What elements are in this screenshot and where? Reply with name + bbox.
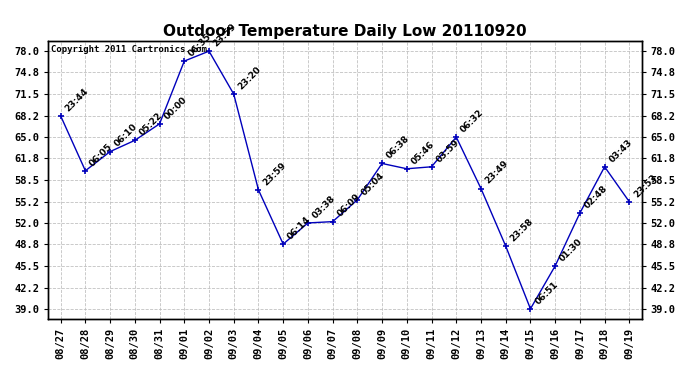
Text: 02:48: 02:48 bbox=[582, 184, 609, 210]
Text: 01:30: 01:30 bbox=[558, 237, 584, 263]
Text: 23:53: 23:53 bbox=[632, 172, 659, 199]
Text: 06:35: 06:35 bbox=[187, 32, 214, 58]
Text: 05:22: 05:22 bbox=[137, 111, 164, 138]
Text: 23:59: 23:59 bbox=[212, 22, 239, 48]
Text: Copyright 2011 Cartronics.com: Copyright 2011 Cartronics.com bbox=[51, 45, 207, 54]
Text: 23:58: 23:58 bbox=[509, 217, 535, 243]
Title: Outdoor Temperature Daily Low 20110920: Outdoor Temperature Daily Low 20110920 bbox=[164, 24, 526, 39]
Text: 06:10: 06:10 bbox=[113, 122, 139, 149]
Text: 23:49: 23:49 bbox=[484, 159, 511, 186]
Text: 06:14: 06:14 bbox=[286, 215, 313, 241]
Text: 23:44: 23:44 bbox=[63, 86, 90, 113]
Text: 03:38: 03:38 bbox=[310, 194, 337, 220]
Text: 03:59: 03:59 bbox=[434, 137, 461, 164]
Text: 06:38: 06:38 bbox=[385, 134, 411, 161]
Text: 23:20: 23:20 bbox=[237, 65, 263, 92]
Text: 05:46: 05:46 bbox=[410, 140, 436, 166]
Text: 03:43: 03:43 bbox=[607, 137, 634, 164]
Text: 00:00: 00:00 bbox=[162, 95, 188, 121]
Text: 23:59: 23:59 bbox=[262, 160, 288, 187]
Text: 06:32: 06:32 bbox=[459, 108, 486, 134]
Text: 05:04: 05:04 bbox=[360, 171, 386, 197]
Text: 06:51: 06:51 bbox=[533, 279, 560, 306]
Text: 06:05: 06:05 bbox=[88, 141, 115, 168]
Text: 06:09: 06:09 bbox=[335, 192, 362, 219]
